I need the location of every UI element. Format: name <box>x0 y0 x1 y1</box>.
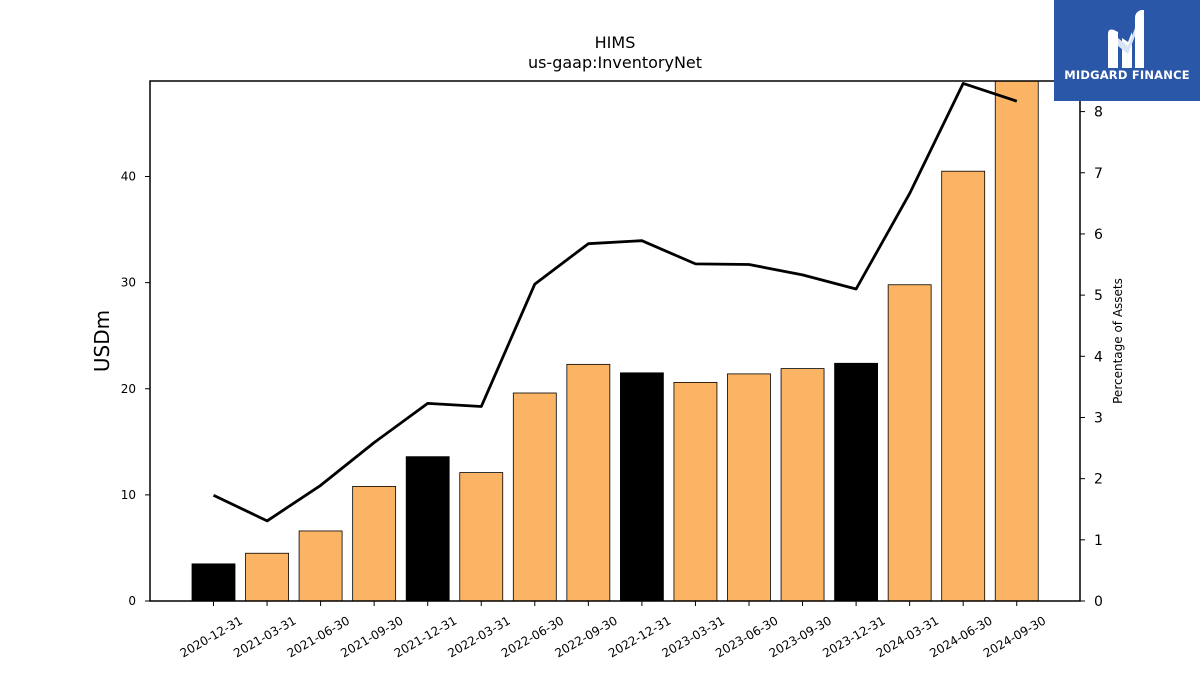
y2-tick-label: 7 <box>1094 166 1103 182</box>
bar-2022-03-31 <box>459 472 504 602</box>
y2-tick-label: 1 <box>1094 533 1103 549</box>
y2-tick-label: 6 <box>1094 227 1103 243</box>
chart-title: HIMS <box>595 33 636 52</box>
y2-tick-label: 0 <box>1094 594 1103 610</box>
y2-tick-label: 5 <box>1094 288 1103 304</box>
midgard-finance-logo: MIDGARD FINANCE <box>1054 0 1200 101</box>
y2-tick-label: 8 <box>1094 105 1103 121</box>
bar-2023-06-30 <box>727 373 771 602</box>
y-tick-label: 10 <box>121 488 136 502</box>
y-axis-label: USDm <box>90 310 114 372</box>
y2-tick-label: 4 <box>1094 349 1103 365</box>
bar-2023-09-30 <box>780 368 825 602</box>
bars-layer <box>191 80 1039 602</box>
bar-2021-06-30 <box>298 530 343 602</box>
bar-2024-03-31 <box>887 284 932 602</box>
y2-tick-label: 2 <box>1094 472 1103 488</box>
bar-2024-09-30 <box>994 80 1039 602</box>
logo-text: MIDGARD FINANCE <box>1064 68 1190 82</box>
y2-tick-label: 3 <box>1094 410 1103 426</box>
y-tick-label: 20 <box>121 382 136 396</box>
bar-2023-12-31 <box>834 362 878 602</box>
bar-2020-12-31 <box>191 563 236 602</box>
bar-2023-03-31 <box>673 381 718 602</box>
y2-axis-label: Percentage of Assets <box>1111 278 1125 404</box>
chart-subtitle: us-gaap:InventoryNet <box>528 53 702 72</box>
y-tick-label: 0 <box>128 594 136 608</box>
bar-2021-12-31 <box>405 456 450 602</box>
y-tick-label: 40 <box>121 170 136 184</box>
percentage-of-assets-line <box>212 82 1018 523</box>
bar-2022-09-30 <box>566 363 611 602</box>
bar-2024-06-30 <box>941 170 986 602</box>
bar-2022-12-31 <box>620 372 664 602</box>
bar-2021-03-31 <box>245 552 289 602</box>
y-tick-label: 30 <box>121 276 136 290</box>
line-layer <box>212 82 1018 523</box>
plot-frame <box>149 80 1081 602</box>
bar-2022-06-30 <box>512 392 557 602</box>
bar-2021-09-30 <box>352 485 397 602</box>
midgard-logo-icon <box>1108 10 1144 68</box>
